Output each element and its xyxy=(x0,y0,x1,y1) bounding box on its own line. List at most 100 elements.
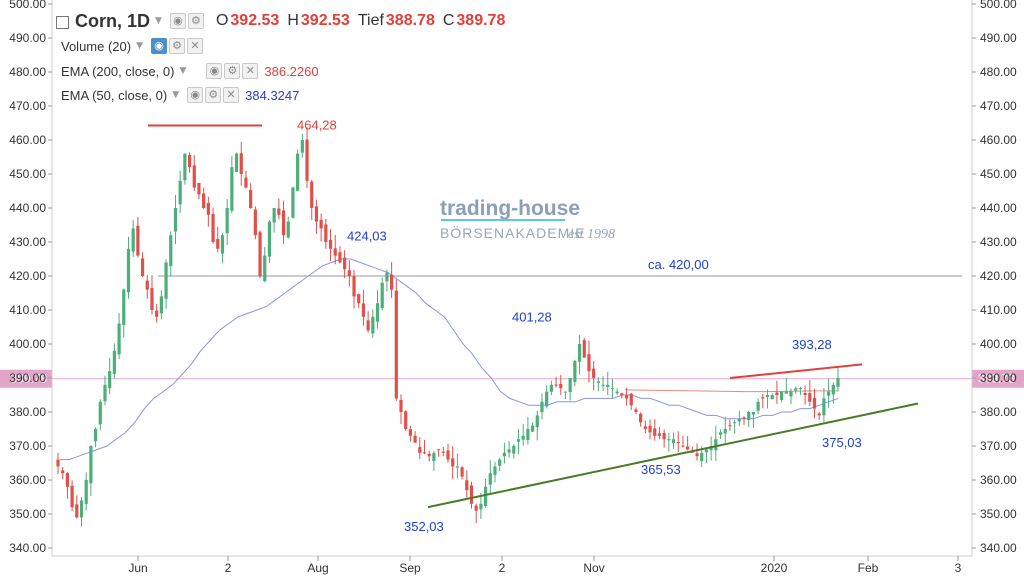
candle-body xyxy=(540,401,544,413)
candle-body xyxy=(751,412,756,415)
candle-body xyxy=(169,235,173,267)
candle-body xyxy=(512,446,516,454)
candle-body xyxy=(728,425,732,427)
candle-body xyxy=(272,208,276,223)
candle-body xyxy=(587,354,591,372)
eye-icon[interactable]: ◉ xyxy=(169,13,186,29)
chevron-down-icon[interactable]: ▼ xyxy=(172,90,180,100)
candle-body xyxy=(676,442,680,444)
candle-body xyxy=(89,446,93,484)
candle-body xyxy=(465,480,469,491)
candle-body xyxy=(56,459,60,467)
eye-icon[interactable]: ◉ xyxy=(187,87,204,103)
gear-icon[interactable]: ⚙ xyxy=(169,38,186,54)
indicator-volume-row[interactable]: Volume (20) ▼ ◉ ⚙ ✕ xyxy=(61,36,204,56)
candle-body xyxy=(159,296,163,314)
indicator-ema50-name[interactable]: EMA (50, close, 0) xyxy=(61,87,168,103)
candle-body xyxy=(432,452,436,461)
candle-body xyxy=(756,401,760,411)
candle-body xyxy=(324,224,328,242)
low-value: 388.78 xyxy=(385,12,435,29)
time-axis[interactable]: Jun 2 Aug Sep 2 Nov 2020 Feb 3 xyxy=(52,555,972,575)
candle-body xyxy=(187,155,192,168)
gear-icon[interactable]: ⚙ xyxy=(187,13,204,29)
candle-body xyxy=(244,177,248,188)
candle-body xyxy=(79,500,84,518)
chevron-down-icon[interactable]: ▼ xyxy=(155,16,162,26)
close-label: C xyxy=(442,12,455,29)
x-tick-label: 2 xyxy=(499,561,506,575)
last-price-badge xyxy=(972,369,1024,388)
candle-body xyxy=(202,193,206,208)
candle-body xyxy=(338,252,342,263)
indicator-ema50-value: 384.3247 xyxy=(245,87,300,103)
candle-body xyxy=(197,182,201,195)
candle-body xyxy=(803,393,807,395)
indicator-ema200-name[interactable]: EMA (200, close, 0) xyxy=(61,63,175,79)
candle-body xyxy=(460,467,464,477)
candle-body xyxy=(582,340,586,358)
candle-body xyxy=(446,450,450,460)
x-tick-label: 2 xyxy=(225,561,232,575)
candle-body xyxy=(249,189,253,208)
candle-body xyxy=(516,439,521,442)
candle-body xyxy=(126,248,131,293)
indicator-ema200-row[interactable]: EMA (200, close, 0) ▼ ◉ ⚙ ✕ 386.2260 xyxy=(61,61,319,81)
candle-body xyxy=(164,262,168,299)
support-trendline xyxy=(427,402,919,509)
candle-body xyxy=(530,425,535,432)
eye-icon[interactable]: ◉ xyxy=(206,63,223,79)
candle-body xyxy=(455,466,459,468)
last-price-label: 389.78 xyxy=(978,372,1015,386)
candle-body xyxy=(474,505,478,511)
candle-body xyxy=(573,361,577,383)
chevron-down-icon[interactable]: ▼ xyxy=(179,66,187,76)
y-tick-label: 420.00 xyxy=(9,269,46,283)
y-tick-label: 470.00 xyxy=(9,99,46,113)
indicator-ema50-row[interactable]: EMA (50, close, 0) ▼ ◉ ⚙ ✕ 384.3247 xyxy=(61,85,299,105)
last-price-label: 389.78 xyxy=(10,372,47,386)
x-tick-label: Jun xyxy=(128,561,147,575)
symbol-title[interactable]: Corn, 1D xyxy=(75,10,151,31)
left-price-axis[interactable]: 500.00 490.00 480.00 470.00 460.00 450.00 440.… xyxy=(9,0,53,556)
candle-body xyxy=(662,432,666,440)
candle-body xyxy=(380,282,384,308)
candle-body xyxy=(469,485,474,504)
indicator-volume-name[interactable]: Volume (20) xyxy=(61,38,132,54)
candle-body xyxy=(103,384,107,402)
candle-body xyxy=(718,432,723,435)
y-tick-label: 360.00 xyxy=(980,473,1017,487)
candle-body xyxy=(554,384,558,386)
annotation-label: 424,03 xyxy=(347,228,387,243)
last-price-line: 389.78 389.78 xyxy=(0,369,1024,388)
candle-body xyxy=(559,383,563,389)
candle-body xyxy=(333,248,337,256)
collapse-icon[interactable] xyxy=(56,15,69,29)
y-tick-label: 490.00 xyxy=(9,31,46,45)
y-tick-label: 370.00 xyxy=(980,439,1017,453)
candle-body xyxy=(183,153,187,181)
gear-icon[interactable]: ⚙ xyxy=(224,63,241,79)
close-icon[interactable]: ✕ xyxy=(187,38,204,54)
x-tick-label: 3 xyxy=(955,561,962,575)
y-tick-label: 350.00 xyxy=(9,507,46,521)
y-tick-label: 460.00 xyxy=(9,133,46,147)
candle-body xyxy=(93,429,98,442)
annotation-label: 375,03 xyxy=(822,435,862,450)
close-icon[interactable]: ✕ xyxy=(223,87,240,103)
candle-body xyxy=(394,290,398,399)
candle-body xyxy=(836,378,840,387)
gear-icon[interactable]: ⚙ xyxy=(205,87,222,103)
y-tick-label: 460.00 xyxy=(980,133,1017,147)
candle-body xyxy=(65,473,69,487)
eye-icon[interactable]: ◉ xyxy=(151,38,168,54)
chevron-down-icon[interactable]: ▼ xyxy=(136,41,144,51)
candle-body xyxy=(352,275,356,297)
candle-body xyxy=(136,225,140,256)
candle-body xyxy=(75,504,79,518)
right-price-axis[interactable]: 500.00 490.00 480.00 470.00 460.00 450.00 440.… xyxy=(971,0,1017,556)
close-icon[interactable]: ✕ xyxy=(242,63,259,79)
candle-body xyxy=(451,458,455,467)
watermark-line3: est 1998 xyxy=(568,227,615,242)
